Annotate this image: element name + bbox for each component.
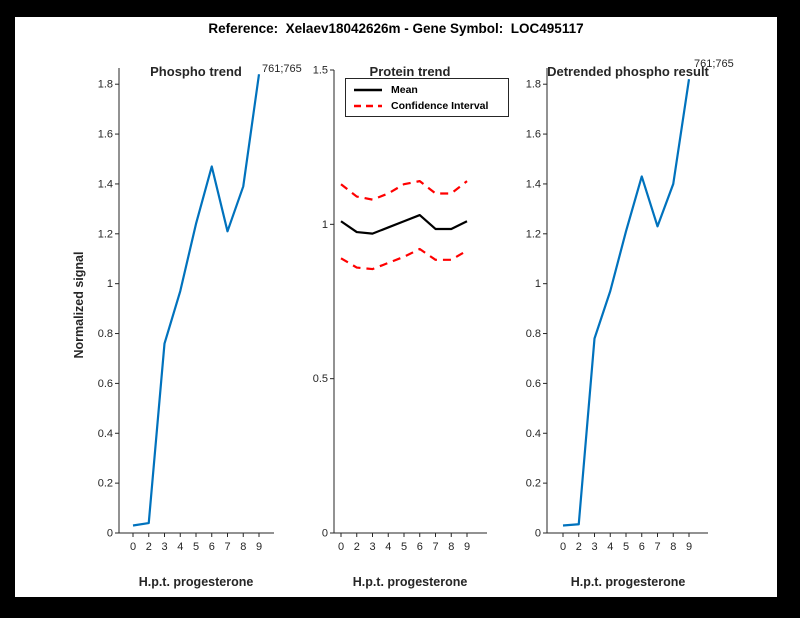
protein-trend-title: Protein trend <box>369 64 451 79</box>
detrended-phospho-line <box>562 79 691 527</box>
detrended-phospho-plot: 00.20.40.60.811.21.41.61.80 2 3 4 5 6 7 8 9 <box>526 68 708 553</box>
x-tick-label: 0 <box>338 541 344 553</box>
y-tick-label: 0.4 <box>98 428 113 440</box>
x-tick-label: 6 <box>639 541 645 553</box>
phospho-trend-plot: 00.20.40.60.811.21.41.61.80 2 3 4 5 6 7 8 9 <box>98 68 274 553</box>
x-tick-label: 5 <box>193 541 199 553</box>
x-tick-label: 9 <box>686 541 692 553</box>
y-tick-label: 0.8 <box>526 328 541 340</box>
y-tick-label: 0.2 <box>526 478 541 490</box>
x-tick-label: 2 <box>354 541 360 553</box>
x-tick-label: 8 <box>448 541 454 553</box>
x-tick-label: 4 <box>385 541 391 553</box>
protein-trend-plot: 00.511.50 2 3 4 5 6 7 8 9 <box>313 65 487 553</box>
x-tick-label: 6 <box>417 541 423 553</box>
x-tick-label: 7 <box>224 541 230 553</box>
y-tick-label: 1.8 <box>526 79 541 91</box>
x-tick-label: 2 <box>576 541 582 553</box>
y-tick-label: 1.4 <box>98 178 113 190</box>
y-tick-label: 0.6 <box>526 378 541 390</box>
y-tick-label: 1 <box>107 278 113 290</box>
detrended-phospho-title: Detrended phospho result <box>547 64 709 79</box>
detrended-phospho-xlabel: H.p.t. progesterone <box>570 575 686 589</box>
y-tick-label: 1.4 <box>526 178 541 190</box>
axes <box>333 70 487 534</box>
y-tick-label: 1.8 <box>98 79 113 91</box>
y-tick-label: 1.2 <box>526 228 541 240</box>
x-tick-label: 4 <box>177 541 183 553</box>
ci-lower-line <box>340 247 468 271</box>
x-tick-label: 6 <box>209 541 215 553</box>
x-tick-label: 0 <box>130 541 136 553</box>
confidence-interval-line-sample <box>354 104 382 107</box>
y-tick-label: 0 <box>107 528 113 540</box>
phospho-trend-title: Phospho trend <box>150 64 242 79</box>
x-tick-label: 3 <box>591 541 597 553</box>
phospho-peptide-annotation: 761;765 <box>262 63 302 75</box>
phospho-trend-xlabel: H.p.t. progesterone <box>138 575 254 589</box>
x-tick-label: 5 <box>401 541 407 553</box>
y-axis-label: Normalized signal <box>72 251 86 359</box>
y-tick-label: 0.2 <box>98 478 113 490</box>
y-tick-label: 0 <box>322 528 328 540</box>
axes <box>546 68 708 534</box>
figure-canvas: Reference: Xelaev18042626m - Gene Symbol… <box>15 17 777 597</box>
x-tick-label: 0 <box>560 541 566 553</box>
x-tick-label: 8 <box>240 541 246 553</box>
y-tick-label: 0.5 <box>313 373 328 385</box>
x-tick-label: 7 <box>432 541 438 553</box>
legend-label-mean: Mean <box>391 83 418 96</box>
mean-line <box>340 213 468 235</box>
y-tick-label: 1.6 <box>526 129 541 141</box>
y-tick-label: 1 <box>322 219 328 231</box>
y-tick-label: 0 <box>535 528 541 540</box>
y-tick-label: 0.8 <box>98 328 113 340</box>
y-tick-label: 0.6 <box>98 378 113 390</box>
figure-title: Reference: Xelaev18042626m - Gene Symbol… <box>208 21 584 36</box>
x-tick-label: 9 <box>256 541 262 553</box>
mean-line-sample <box>354 88 382 91</box>
x-tick-label: 2 <box>146 541 152 553</box>
x-tick-label: 9 <box>464 541 470 553</box>
x-tick-label: 8 <box>670 541 676 553</box>
y-tick-label: 0.4 <box>526 428 541 440</box>
y-tick-label: 1.2 <box>98 228 113 240</box>
legend-box: Mean Confidence Interval <box>345 78 509 117</box>
y-tick-label: 1.6 <box>98 129 113 141</box>
ci-upper-line <box>340 180 468 201</box>
x-tick-label: 4 <box>607 541 613 553</box>
legend-item-mean: Mean <box>353 83 500 96</box>
detrended-peptide-annotation: 761;765 <box>694 58 734 70</box>
y-tick-label: 1.5 <box>313 65 328 77</box>
x-tick-label: 3 <box>369 541 375 553</box>
phospho-signal-line <box>132 74 261 527</box>
legend-label-confidence-interval: Confidence Interval <box>391 99 489 112</box>
x-tick-label: 7 <box>654 541 660 553</box>
x-tick-label: 3 <box>161 541 167 553</box>
legend-item-confidence-interval: Confidence Interval <box>353 99 500 112</box>
protein-trend-xlabel: H.p.t. progesterone <box>352 575 468 589</box>
y-tick-label: 1 <box>535 278 541 290</box>
x-tick-label: 5 <box>623 541 629 553</box>
